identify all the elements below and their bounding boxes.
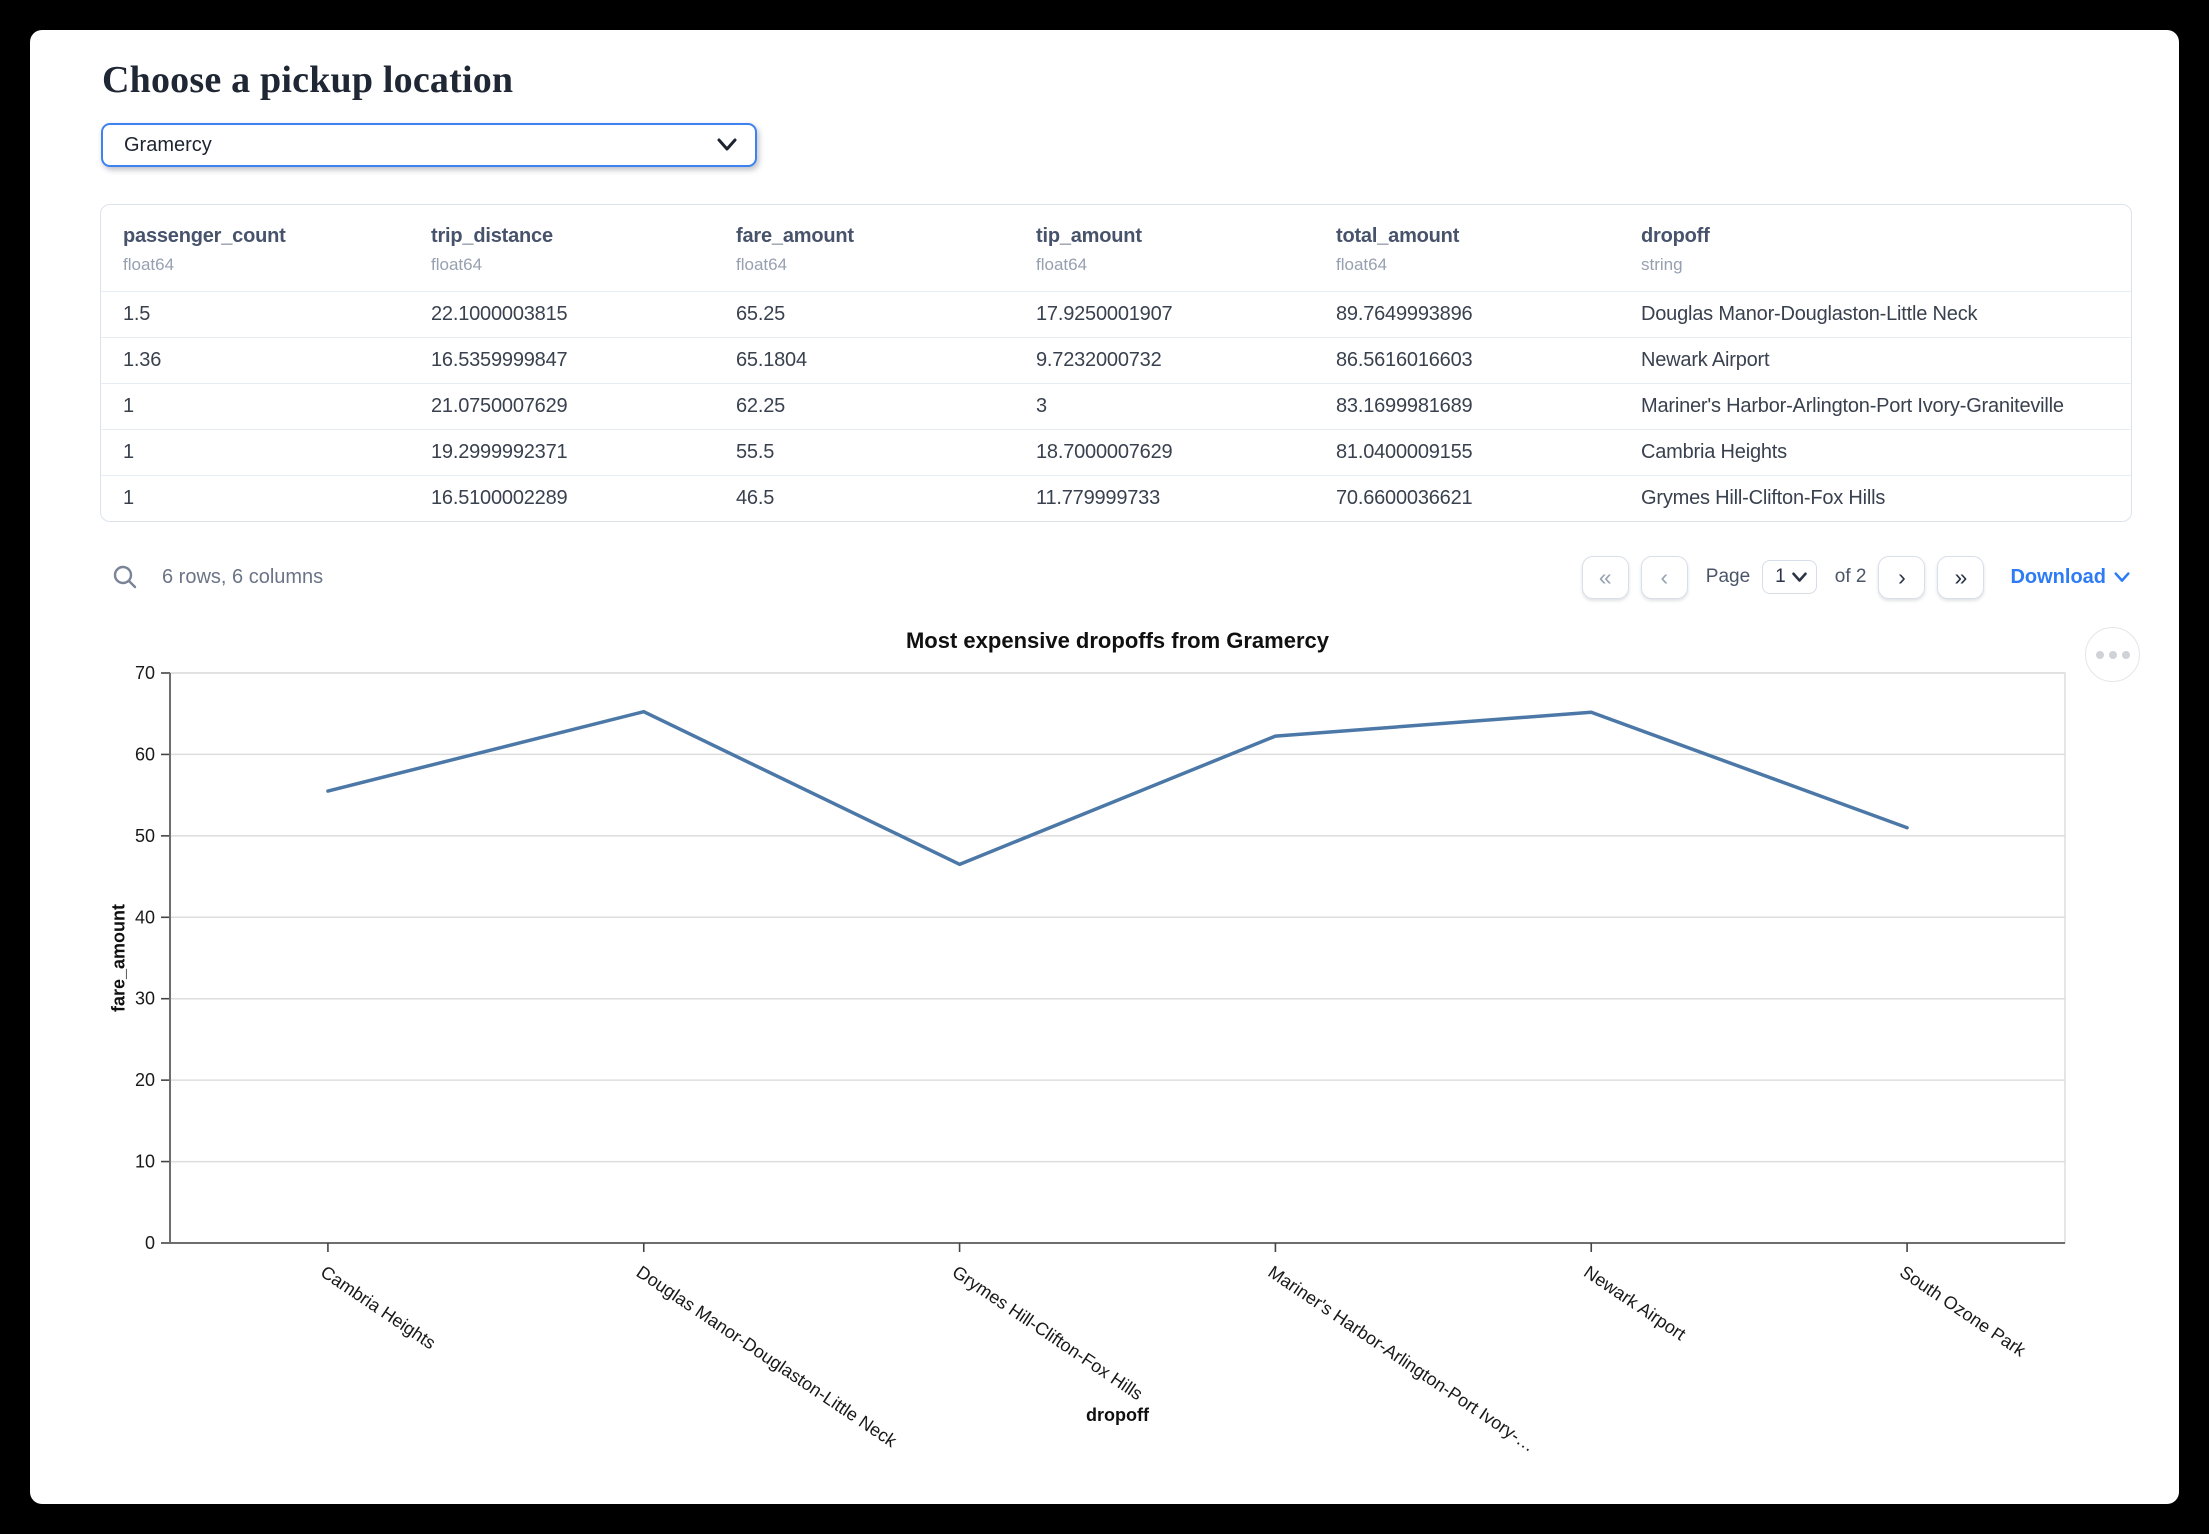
table-cell: 17.9250001907 [1036, 303, 1173, 325]
pickup-location-select[interactable]: Gramercy [101, 123, 757, 167]
search-icon[interactable] [112, 564, 138, 590]
chart-y-axis-label: fare_amount [108, 903, 129, 1013]
column-header[interactable]: tip_amount float64 [1036, 225, 1142, 274]
first-page-button[interactable]: « [1581, 555, 1629, 599]
chevron-down-icon [2114, 571, 2130, 582]
table-cell: Douglas Manor-Douglaston-Little Neck [1641, 303, 1978, 325]
svg-text:20: 20 [135, 1070, 155, 1090]
svg-text:30: 30 [135, 989, 155, 1009]
download-button[interactable]: Download [2010, 566, 2130, 589]
table-cell: 70.6600036621 [1336, 487, 1473, 509]
svg-text:Newark Airport: Newark Airport [1580, 1262, 1689, 1345]
table-cell: 46.5 [736, 487, 775, 509]
column-header[interactable]: fare_amount float64 [736, 225, 854, 274]
ellipsis-menu-icon [2095, 650, 2104, 659]
svg-text:50: 50 [135, 826, 155, 846]
chart-menu-button[interactable] [2085, 627, 2140, 682]
prev-page-button[interactable]: ‹ [1640, 555, 1688, 599]
svg-text:Cambria Heights: Cambria Heights [317, 1262, 439, 1354]
page-number-select[interactable]: 1 [1762, 560, 1817, 594]
table-cell: 1.5 [123, 303, 151, 325]
table-cell: 3 [1036, 395, 1047, 417]
table-cell: Grymes Hill-Clifton-Fox Hills [1641, 487, 1886, 509]
table-footer: 6 rows, 6 columns « ‹ Page 1 of 2 › » Do… [100, 552, 2130, 602]
svg-text:South Ozone Park: South Ozone Park [1896, 1262, 2030, 1361]
table-cell: 1.36 [123, 349, 162, 371]
svg-text:40: 40 [135, 907, 155, 927]
column-header[interactable]: total_amount float64 [1336, 225, 1460, 274]
table-cell: 83.1699981689 [1336, 395, 1473, 417]
table-cell: Cambria Heights [1641, 441, 1787, 463]
page-title: Choose a pickup location [102, 59, 514, 101]
page-label: Page [1705, 566, 1751, 587]
column-header[interactable]: passenger_count float64 [123, 225, 286, 274]
page-of-label: of 2 [1834, 566, 1867, 587]
svg-text:60: 60 [135, 744, 155, 764]
chevron-down-icon [1791, 571, 1807, 582]
last-page-button[interactable]: » [1937, 555, 1985, 599]
column-header[interactable]: dropoff string [1641, 225, 1710, 274]
data-table: passenger_count float64 trip_distance float… [100, 204, 2132, 522]
column-header[interactable]: trip_distance float64 [431, 225, 553, 274]
table-cell: 65.1804 [736, 349, 807, 371]
table-cell: 21.0750007629 [431, 395, 568, 417]
svg-text:70: 70 [135, 663, 155, 683]
table-row: 1.36 16.5359999847 65.1804 9.7232000732 86.5… [101, 337, 2131, 384]
table-cell: 11.779999733 [1036, 487, 1161, 509]
table-cell: 16.5100002289 [431, 487, 568, 509]
table-cell: 65.25 [736, 303, 786, 325]
table-cell: 86.5616016603 [1336, 349, 1473, 371]
table-cell: 22.1000003815 [431, 303, 568, 325]
table-cell: 19.2999992371 [431, 441, 568, 463]
table-cell: 9.7232000732 [1036, 349, 1162, 371]
table-cell: 81.0400009155 [1336, 441, 1473, 463]
table-row: 1 21.0750007629 62.25 3 83.1699981689 Mariner… [101, 383, 2131, 430]
chart-x-axis-label: dropoff [1086, 1405, 1149, 1425]
table-header-row: passenger_count float64 trip_distance float… [101, 205, 2131, 292]
table-row: 1 19.2999992371 55.5 18.7000007629 81.040000… [101, 429, 2131, 476]
table-cell: 62.25 [736, 395, 786, 417]
table-row: 1.5 22.1000003815 65.25 17.9250001907 89.764… [101, 291, 2131, 338]
table-cell: Mariner's Harbor-Arlington-Port Ivory-Gr… [1641, 395, 2064, 417]
table-cell: 1 [123, 395, 134, 417]
chevron-down-icon [717, 138, 737, 151]
next-page-button[interactable]: › [1878, 555, 1926, 599]
svg-text:0: 0 [145, 1233, 155, 1253]
table-cell: Newark Airport [1641, 349, 1770, 371]
table-cell: 1 [123, 441, 134, 463]
svg-text:Mariner's Harbor-Arlington-Por: Mariner's Harbor-Arlington-Port Ivory-… [1264, 1262, 1538, 1456]
download-label: Download [2010, 565, 2106, 588]
page-number-value: 1 [1775, 566, 1786, 587]
svg-text:Grymes Hill-Clifton-Fox Hills: Grymes Hill-Clifton-Fox Hills [949, 1262, 1147, 1404]
table-row: 1 16.5100002289 46.5 11.779999733 70.6600036… [101, 475, 2131, 522]
table-cell: 89.7649993896 [1336, 303, 1473, 325]
table-cell: 1 [123, 487, 134, 509]
row-column-count: 6 rows, 6 columns [162, 565, 324, 588]
pickup-location-value: Gramercy [124, 133, 212, 156]
app-window: Choose a pickup location Gramercy passen… [30, 30, 2179, 1504]
table-cell: 55.5 [736, 441, 775, 463]
svg-text:10: 10 [135, 1152, 155, 1172]
table-cell: 18.7000007629 [1036, 441, 1173, 463]
chart-title: Most expensive dropoffs from Gramercy [905, 628, 1329, 653]
table-cell: 16.5359999847 [431, 349, 568, 371]
